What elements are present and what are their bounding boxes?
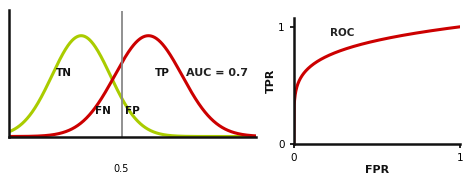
Text: ROC: ROC [330,28,355,38]
Text: FP: FP [125,106,140,116]
Text: TN: TN [56,68,72,79]
Text: AUC = 0.7: AUC = 0.7 [185,68,247,79]
Y-axis label: TPR: TPR [265,68,275,93]
Text: 0.5: 0.5 [114,164,129,174]
Text: TP: TP [155,68,170,79]
X-axis label: FPR: FPR [365,165,389,175]
Text: FN: FN [95,106,111,116]
